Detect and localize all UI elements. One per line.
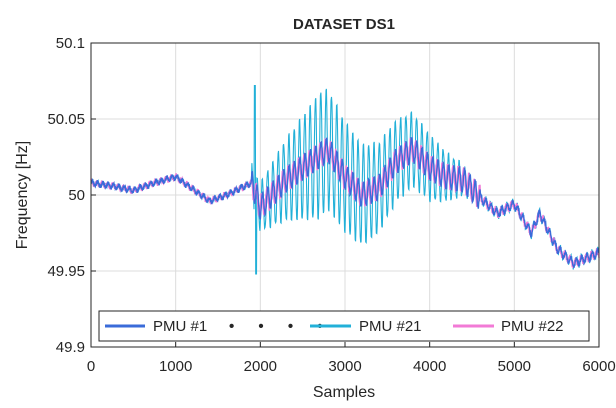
x-tick-label: 1000 (159, 358, 192, 375)
x-tick-label: 4000 (413, 358, 446, 375)
x-tick-label: 2000 (244, 358, 277, 375)
legend-label-pmu21: PMU #21 (359, 318, 422, 335)
chart-title: DATASET DS1 (293, 16, 395, 33)
y-tick-label: 50.05 (47, 111, 85, 128)
x-tick-label: 3000 (328, 358, 361, 375)
series-lines (90, 85, 600, 275)
series-line-pmu1 (90, 136, 600, 269)
legend: PMU #1 • • • • PMU #21 PMU #22 (98, 310, 590, 342)
axis-ticks: 0 1000 2000 3000 4000 5000 6000 49.9 49.95 50 50.0… (47, 35, 615, 375)
legend-label-pmu22: PMU #22 (501, 318, 564, 335)
y-axis-label: Frequency [Hz] (14, 141, 31, 249)
y-tick-label: 50.1 (56, 35, 85, 52)
legend-ellipsis: • • • • (229, 318, 333, 335)
grid-lines (91, 43, 599, 347)
y-tick-label: 49.95 (47, 263, 85, 280)
x-tick-label: 6000 (582, 358, 615, 375)
x-tick-label: 0 (87, 358, 95, 375)
legend-label-pmu1: PMU #1 (153, 318, 207, 335)
y-tick-label: 49.9 (56, 339, 85, 356)
x-axis-label: Samples (313, 384, 375, 401)
x-tick-label: 5000 (498, 358, 531, 375)
y-tick-label: 50 (68, 187, 85, 204)
